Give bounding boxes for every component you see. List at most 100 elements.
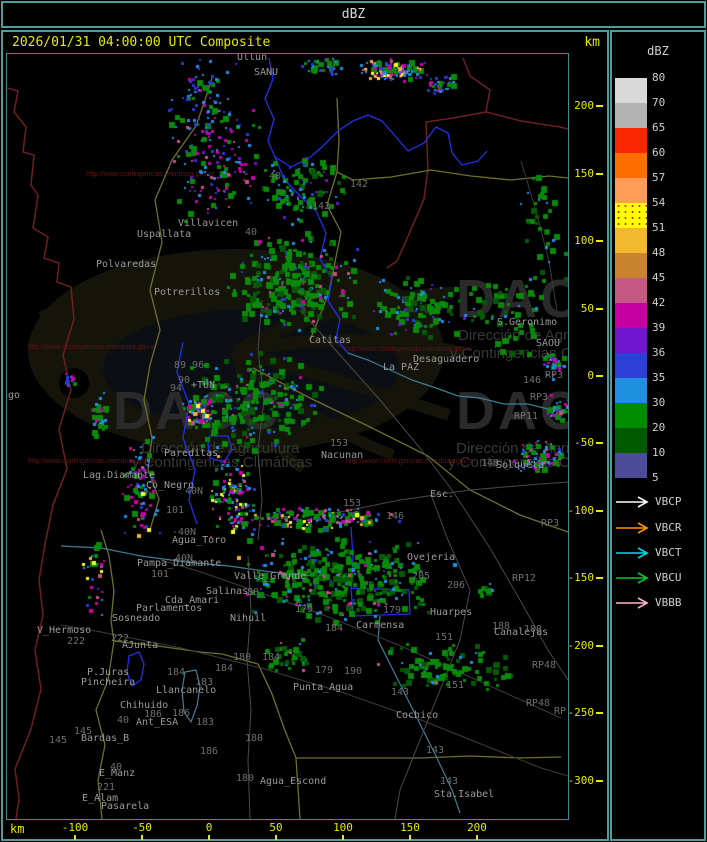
map-number-label: 94 xyxy=(170,383,183,394)
map-number-label: 188 xyxy=(492,621,511,632)
map-place-label: Pincheira xyxy=(81,677,136,688)
map-number-label: 143 xyxy=(440,776,459,787)
map-number-label: 40N xyxy=(185,486,204,497)
scale-value-label: 54 xyxy=(652,196,666,209)
y-tick-mark xyxy=(596,644,603,647)
x-tick-label: 100 xyxy=(333,821,353,834)
map-number-label: 183 xyxy=(195,677,214,688)
scale-value-label: 30 xyxy=(652,396,666,409)
radar-echo-layer xyxy=(7,54,568,819)
map-number-label: RP3 xyxy=(530,392,549,403)
map-number-label: -40N xyxy=(172,527,197,538)
y-tick-mark xyxy=(596,105,603,108)
y-tick-label: 50 xyxy=(580,301,594,315)
map-number-label: 101 xyxy=(151,569,170,580)
map-place-label: AJunta xyxy=(122,640,159,651)
map-place-label: Parlamentos xyxy=(136,603,203,614)
map-number-label: RP12 xyxy=(512,573,537,584)
map-place-label: S.Geronimo xyxy=(497,317,558,328)
map-place-label: La PAZ xyxy=(383,362,420,373)
scale-value-label: 10 xyxy=(652,446,666,459)
scale-band xyxy=(615,153,647,178)
y-tick-label: -100 xyxy=(567,503,595,517)
x-tick-mark xyxy=(74,835,76,840)
map-place-label: Agua_Toro xyxy=(172,535,227,546)
map-place-label: Llancanelo xyxy=(156,685,217,696)
map-number-label: 188 xyxy=(524,624,543,635)
map-number-label: 40 xyxy=(117,715,130,726)
y-tick-mark xyxy=(596,442,603,445)
map-place-label: Desaguadero xyxy=(413,354,480,365)
map-place-label: Potrerillos xyxy=(154,287,221,298)
x-tick-mark xyxy=(409,835,411,840)
map-place-label: V_Hermoso xyxy=(37,625,92,636)
legend-title: dBZ xyxy=(647,44,669,58)
scale-value-label: 42 xyxy=(652,296,666,309)
scale-value-label: 80 xyxy=(652,71,666,84)
x-tick-label: -100 xyxy=(61,821,89,834)
map-place-label: E_Alam xyxy=(82,793,119,804)
vector-label: VBCU xyxy=(655,571,682,584)
x-tick-label: 0 xyxy=(205,821,213,834)
scale-band xyxy=(615,428,647,453)
map-number-label: 180 xyxy=(233,652,252,663)
vector-label: VBCR xyxy=(655,521,682,534)
map-number-label: 146 xyxy=(386,511,405,522)
vector-arrow-vbcr xyxy=(616,522,649,534)
map-number-label: 40 xyxy=(110,762,123,773)
vector-arrow-vbcu xyxy=(616,572,649,584)
scale-band xyxy=(615,228,647,253)
scale-band xyxy=(615,353,647,378)
map-number-label: 222 xyxy=(67,636,86,647)
map-number-label: 186 xyxy=(200,746,219,757)
map-place-label: E_Manz xyxy=(99,768,136,779)
map-number-label: 151 xyxy=(435,632,454,643)
map-place-label: Salinas xyxy=(206,586,249,597)
map-number-label: 222 xyxy=(111,633,130,644)
y-tick-mark xyxy=(596,307,603,310)
map-number-label: 143 xyxy=(426,745,445,756)
map-place-label: Catitas xyxy=(309,335,352,346)
scale-value-label: 57 xyxy=(652,171,666,184)
map-number-label: 179 xyxy=(383,605,402,616)
y-tick-label: 100 xyxy=(574,234,594,248)
map-number-label: 179 xyxy=(295,604,314,615)
map-number-label: 186 xyxy=(172,708,191,719)
scale-value-label: 65 xyxy=(652,121,666,134)
map-number-label: 180 xyxy=(245,733,264,744)
map-place-label: P.Juras xyxy=(87,667,130,678)
y-tick-mark xyxy=(596,172,603,175)
map-number-label: 40N xyxy=(175,553,194,564)
map-number-label: 186 xyxy=(144,709,163,720)
map-place-label: Huarpes xyxy=(430,607,473,618)
map-place-label: SANU xyxy=(254,67,279,78)
scale-value-label: 35 xyxy=(652,371,666,384)
map-place-label: Bardas_B xyxy=(81,733,130,744)
map-place-label: Cochico xyxy=(396,710,439,721)
map-number-label: 206 xyxy=(447,580,466,591)
vector-label: VBBB xyxy=(655,596,682,609)
map-place-label: Villavicen xyxy=(178,218,239,229)
y-tick-label: 200 xyxy=(574,99,594,113)
y-tick-label: -150 xyxy=(567,571,595,585)
scale-band xyxy=(615,203,647,228)
map-number-label: 148 xyxy=(481,458,500,469)
map-number-label: 184 xyxy=(215,663,234,674)
map-number-label: RP xyxy=(554,706,567,717)
map-number-label: 142 xyxy=(350,179,369,190)
map-place-label: Sta.Isabel xyxy=(434,789,495,800)
map-number-label: 40 xyxy=(269,171,282,182)
y-tick-mark xyxy=(596,375,603,377)
map-label-layer: Ullun SANU 142 142 40 40 Villavicen Uspallata Po… xyxy=(7,54,568,819)
scale-value-label: 45 xyxy=(652,271,666,284)
map-number-label: RP48 xyxy=(526,698,551,709)
vector-label: VBCT xyxy=(655,546,682,559)
map-place-label: Agua_Escond xyxy=(260,776,327,787)
vector-label: VBCP xyxy=(655,495,682,508)
x-tick-label: 200 xyxy=(467,821,487,834)
window-title: dBZ xyxy=(341,7,366,22)
x-tick-mark xyxy=(476,835,478,840)
map-place-label: SAOU xyxy=(536,338,561,349)
scale-value-label: 20 xyxy=(652,421,666,434)
